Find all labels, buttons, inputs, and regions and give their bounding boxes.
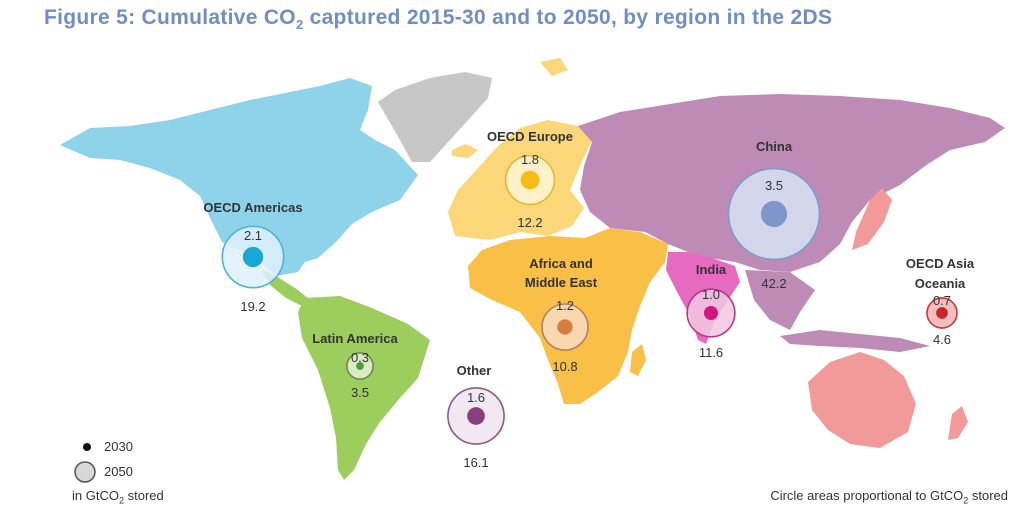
bubble-2030-latin-america: [356, 362, 364, 370]
bubble-layer: OECD Americas 2.1 19.2 Latin America 0.3 3.5 O…: [203, 129, 974, 470]
region-label-africa-and: Africa and: [529, 256, 593, 271]
bubble-2030-oecd-americas: [242, 246, 264, 268]
legend-2050-label: 2050: [104, 464, 133, 479]
value-2050-other: 16.1: [463, 455, 488, 470]
land-iceland: [452, 144, 478, 158]
bubble-2030-india: [704, 306, 718, 320]
legend-2030-label: 2030: [104, 439, 133, 454]
land-southeast-asia: [745, 270, 815, 330]
value-2050-oecd-asia: 4.6: [933, 332, 951, 347]
value-2030-africa-and: 1.2: [556, 298, 574, 313]
value-2030-latin-america: 0.3: [351, 350, 369, 365]
land-australia: [808, 352, 916, 448]
value-2050-oecd-europe: 12.2: [517, 215, 542, 230]
land-indonesia: [780, 330, 930, 352]
region-label-line2-africa-and: Middle East: [525, 275, 598, 290]
region-label-oecd-asia: OECD Asia: [906, 256, 975, 271]
region-label-india: India: [696, 262, 727, 277]
land-arctic-islands: [540, 58, 568, 76]
land-madagascar: [630, 344, 646, 376]
land-japan: [852, 188, 892, 250]
value-2030-oecd-europe: 1.8: [521, 152, 539, 167]
value-2050-oecd-americas: 19.2: [240, 299, 265, 314]
land-new-zealand: [948, 406, 968, 440]
legend-2030-marker: [83, 443, 91, 451]
value-2050-india: 11.6: [699, 345, 723, 360]
bubble-2030-other: [467, 407, 485, 425]
value-2030-india: 1.0: [702, 287, 720, 302]
land-greenland: [378, 72, 492, 162]
legend-2050-marker: [74, 461, 96, 483]
region-label-other: Other: [457, 363, 492, 378]
value-2050-china: 42.2: [761, 276, 786, 291]
bubble-2030-china: [760, 200, 788, 228]
value-2050-africa-and: 10.8: [552, 359, 577, 374]
bubble-2030-oecd-asia: [936, 307, 948, 319]
region-label-latin-america: Latin America: [312, 331, 398, 346]
value-2030-oecd-americas: 2.1: [244, 228, 262, 243]
region-label-oecd-americas: OECD Americas: [203, 200, 302, 215]
region-label-china: China: [756, 139, 793, 154]
bubble-2030-oecd-europe: [520, 170, 540, 190]
value-2050-latin-america: 3.5: [351, 385, 369, 400]
land-oecd-americas: [60, 78, 418, 276]
land-latin-america: [298, 296, 430, 480]
value-2030-oecd-asia: 0.7: [933, 293, 951, 308]
figure-title: Figure 5: Cumulative CO2 captured 2015-3…: [44, 6, 833, 33]
source-note: Circle areas proportional to GtCO2 store…: [770, 488, 1008, 506]
value-2030-china: 3.5: [765, 178, 783, 193]
bubble-2030-africa-and: [557, 319, 573, 335]
region-label-oecd-europe: OECD Europe: [487, 129, 573, 144]
legend-unit-label: in GtCO2 stored: [72, 488, 164, 506]
region-label-line2-oecd-asia: Oceania: [915, 276, 966, 291]
value-2030-other: 1.6: [467, 390, 485, 405]
